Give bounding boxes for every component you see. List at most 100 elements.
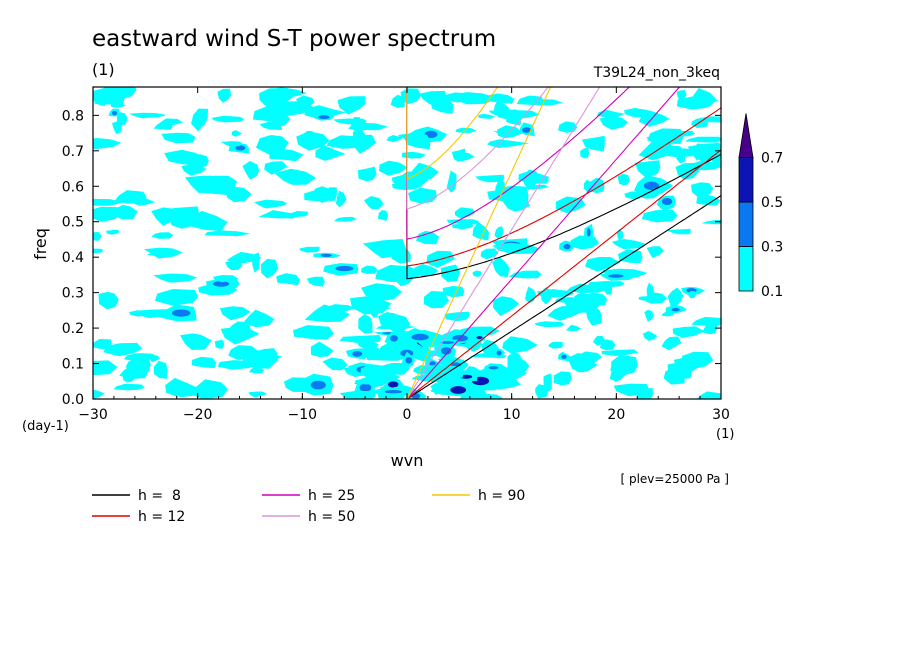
contour-patch bbox=[165, 377, 201, 397]
contour-patch bbox=[259, 121, 283, 130]
contour-patch bbox=[534, 321, 565, 328]
contour-core bbox=[359, 383, 372, 392]
contour-patch bbox=[403, 130, 431, 150]
contour-patch bbox=[548, 341, 564, 349]
contour-patch bbox=[123, 353, 160, 362]
ig-curve bbox=[406, 87, 721, 280]
contour-patch bbox=[440, 264, 461, 282]
contour-patch bbox=[486, 93, 515, 104]
contour-patch bbox=[337, 96, 366, 115]
contour-patch bbox=[493, 99, 510, 117]
contour-patch bbox=[401, 151, 427, 159]
x-axis-label: wvn bbox=[391, 451, 424, 470]
x-tick-label: −20 bbox=[183, 407, 213, 423]
contour-patch bbox=[472, 221, 489, 241]
contour-patch bbox=[358, 314, 373, 334]
contour-patch bbox=[377, 210, 389, 221]
contour-patch bbox=[151, 232, 174, 239]
x-tick-label: 30 bbox=[712, 407, 730, 423]
legend-label: h = 90 bbox=[478, 488, 525, 504]
contour-core bbox=[671, 308, 680, 312]
legend: h = 8 h = 12 h = 25 h = 50 h = 90 bbox=[92, 488, 525, 525]
contour-patch bbox=[242, 161, 260, 180]
contour-patch bbox=[193, 154, 209, 169]
contour-patch bbox=[452, 223, 474, 230]
contour-patch bbox=[93, 389, 105, 399]
contour-patch bbox=[478, 113, 496, 119]
chart-title: eastward wind S-T power spectrum bbox=[92, 26, 496, 52]
contour-patch bbox=[617, 173, 630, 186]
contour-patch bbox=[255, 135, 289, 155]
contour-patch bbox=[583, 179, 595, 193]
kelvin-curve bbox=[406, 149, 721, 399]
contour-patch bbox=[358, 166, 377, 182]
contour-patch bbox=[339, 390, 376, 399]
contour-patch bbox=[692, 143, 704, 161]
contour-patch bbox=[335, 190, 347, 208]
contour-patch bbox=[113, 204, 138, 220]
contour-patch bbox=[214, 340, 225, 349]
contour-patch bbox=[93, 232, 102, 241]
contour-patch bbox=[580, 147, 590, 159]
contour-patch bbox=[153, 121, 173, 130]
colorbar-swatch bbox=[738, 201, 754, 247]
contour-patch bbox=[646, 135, 666, 144]
colorbar: 0.1 0.3 0.5 0.7 bbox=[738, 113, 783, 300]
contour-patch bbox=[147, 251, 179, 257]
contour-patch bbox=[310, 341, 334, 358]
contour-patch bbox=[638, 296, 652, 301]
contour-core bbox=[411, 333, 429, 341]
contour-patch bbox=[617, 249, 643, 264]
contour-patch bbox=[394, 273, 413, 287]
y-tick-label: 0.6 bbox=[62, 179, 84, 195]
contour-patch bbox=[93, 248, 104, 254]
contour-patch bbox=[306, 276, 325, 287]
contour-patch bbox=[354, 378, 390, 385]
contour-patch bbox=[185, 175, 214, 193]
contour-patch bbox=[325, 187, 337, 202]
contour-core bbox=[390, 335, 398, 342]
kelvin-curve bbox=[406, 87, 601, 399]
contour-patch bbox=[304, 304, 350, 322]
y-tick-label: 0.7 bbox=[62, 144, 84, 160]
contour-patch bbox=[493, 296, 520, 317]
contour-core bbox=[496, 350, 502, 356]
contour-patch bbox=[593, 335, 605, 346]
contour-patch bbox=[688, 290, 696, 299]
contour-patch bbox=[181, 163, 207, 176]
contour-core bbox=[643, 181, 660, 190]
ig-curve bbox=[406, 87, 721, 267]
contour-patch bbox=[296, 95, 315, 108]
contour-patch bbox=[531, 99, 563, 106]
contour-patch bbox=[364, 196, 384, 210]
contour-patch bbox=[444, 311, 470, 322]
contour-patch bbox=[158, 206, 200, 224]
contour-patch bbox=[191, 356, 217, 369]
contour-patch bbox=[242, 309, 275, 328]
contour-patch bbox=[293, 325, 334, 340]
contour-patch bbox=[492, 256, 510, 278]
contour-patch bbox=[690, 316, 721, 326]
contour-patch bbox=[93, 87, 126, 106]
contour-patch bbox=[93, 206, 120, 222]
contour-patch bbox=[641, 210, 678, 223]
contour-patch bbox=[476, 393, 503, 399]
contour-core bbox=[320, 253, 332, 257]
contour-patch bbox=[601, 349, 639, 356]
contour-patch bbox=[228, 345, 260, 360]
contour-patch bbox=[274, 168, 316, 185]
y-axis: 0.0 0.1 0.2 0.3 0.4 0.5 0.6 0.7 0.8 bbox=[62, 108, 721, 408]
colorbar-swatch bbox=[738, 157, 754, 203]
contour-patch bbox=[264, 161, 288, 175]
y-tick-label: 0.3 bbox=[62, 286, 84, 302]
contour-patch bbox=[588, 281, 625, 288]
contour-patch bbox=[487, 139, 530, 148]
contour-patch bbox=[553, 371, 572, 386]
spectrum-contours bbox=[93, 87, 721, 399]
contour-patch bbox=[563, 297, 600, 313]
contour-patch bbox=[599, 116, 629, 130]
contour-core bbox=[405, 357, 413, 364]
legend-label: h = 12 bbox=[138, 509, 185, 525]
contour-patch bbox=[161, 132, 196, 144]
contour-patch bbox=[93, 138, 122, 150]
